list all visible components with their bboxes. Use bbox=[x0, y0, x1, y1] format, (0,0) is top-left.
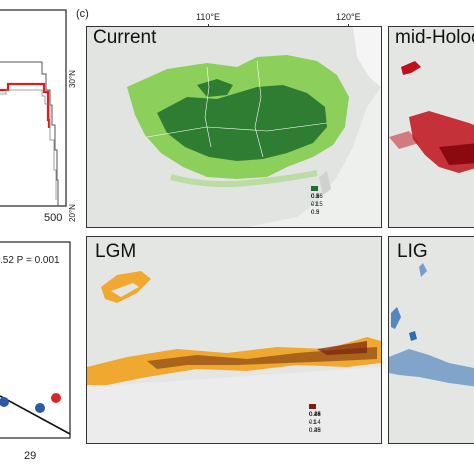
map-lgm-svg bbox=[87, 237, 381, 443]
southern-fringe bbox=[170, 170, 318, 188]
lgm-band-darkest bbox=[317, 341, 367, 355]
lig-patch-1 bbox=[391, 307, 401, 329]
sea-area bbox=[353, 27, 381, 87]
mh-patch-4 bbox=[389, 131, 419, 149]
map-lig: LIG bbox=[388, 236, 474, 444]
lig-patch-4 bbox=[409, 331, 417, 341]
province-border-1 bbox=[204, 66, 212, 148]
suitability-dark-2 bbox=[197, 79, 233, 97]
legend-current-item: 0.5 - 1 bbox=[311, 185, 321, 209]
left-top-plot-svg bbox=[0, 9, 67, 207]
left-bottom-frame bbox=[0, 241, 71, 439]
suitability-dark bbox=[157, 85, 327, 161]
map-mid-holocene: mid-Holoc bbox=[388, 26, 474, 228]
lat-tick-20: 20°N bbox=[68, 204, 77, 222]
lat-tick-30: 30°N bbox=[68, 70, 77, 88]
left-top-xtick: 500 bbox=[44, 212, 63, 224]
left-top-frame bbox=[0, 9, 67, 207]
map-lgm: LGM 0 - 0.14 0.14 - 0.28 0.28 - 0.45 0.4… bbox=[86, 236, 382, 444]
left-top-gray-line-2 bbox=[0, 89, 57, 200]
left-top-red-line bbox=[0, 82, 51, 128]
lon-tick-mark-110 bbox=[208, 24, 209, 27]
lig-patch-2 bbox=[389, 349, 474, 387]
lgm-lower-land bbox=[87, 367, 381, 443]
map-title-lgm: LGM bbox=[95, 241, 137, 262]
map-lig-svg bbox=[389, 237, 474, 443]
mh-patch-1 bbox=[401, 61, 421, 75]
panel-c-letter: (c) bbox=[76, 8, 89, 20]
province-border-3 bbox=[146, 122, 328, 138]
left-bottom-plot: .52 P = 0.001 29 bbox=[0, 238, 75, 474]
mh-patch-3 bbox=[439, 143, 474, 165]
left-bottom-plot-svg bbox=[0, 241, 71, 439]
left-bottom-stat: .52 P = 0.001 bbox=[0, 255, 60, 266]
regression-line bbox=[0, 395, 71, 435]
lon-tick-mark-120 bbox=[348, 24, 349, 27]
lon-tick-110: 110°E bbox=[196, 12, 220, 22]
taiwan-shape bbox=[319, 171, 331, 195]
map-current: Current 0 - 0.15 0.16 - 0.3 0.3 - 0.5 0.… bbox=[86, 26, 382, 228]
lig-patch-3 bbox=[419, 263, 427, 277]
lon-tick-120: 120°E bbox=[336, 12, 361, 22]
lgm-patch-north-hole bbox=[111, 283, 139, 297]
map-mid-holocene-svg bbox=[389, 27, 474, 227]
map-title-mid-holocene: mid-Holoc bbox=[395, 27, 474, 48]
province-border-2 bbox=[254, 60, 264, 158]
map-title-lig: LIG bbox=[397, 241, 428, 262]
left-top-plot: 500 bbox=[0, 0, 75, 232]
lgm-band-dark bbox=[147, 347, 377, 369]
legend-lgm-item: 0.45 - 1 bbox=[309, 403, 321, 427]
left-bottom-xtick: 29 bbox=[24, 450, 37, 462]
data-point-blue-2 bbox=[35, 403, 45, 413]
map-title-current: Current bbox=[93, 27, 157, 48]
map-current-svg bbox=[87, 27, 381, 227]
left-top-gray-line bbox=[0, 61, 59, 206]
data-point-blue-1 bbox=[0, 397, 9, 407]
data-point-red bbox=[51, 393, 61, 403]
